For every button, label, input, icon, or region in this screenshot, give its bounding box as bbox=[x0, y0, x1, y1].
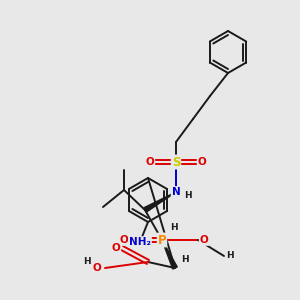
Text: S: S bbox=[172, 155, 180, 169]
Text: NH₂: NH₂ bbox=[129, 237, 151, 247]
Polygon shape bbox=[162, 240, 177, 269]
Text: O: O bbox=[198, 157, 206, 167]
Polygon shape bbox=[144, 192, 176, 212]
Text: O: O bbox=[112, 243, 120, 253]
Text: H: H bbox=[226, 251, 234, 260]
Text: O: O bbox=[146, 157, 154, 167]
Text: O: O bbox=[93, 263, 101, 273]
Text: O: O bbox=[120, 235, 128, 245]
Text: O: O bbox=[200, 235, 208, 245]
Text: H: H bbox=[184, 191, 192, 200]
Text: H: H bbox=[170, 224, 178, 232]
Text: N: N bbox=[172, 187, 180, 197]
Text: H: H bbox=[83, 257, 91, 266]
Text: H: H bbox=[181, 256, 189, 265]
Text: P: P bbox=[158, 233, 166, 247]
